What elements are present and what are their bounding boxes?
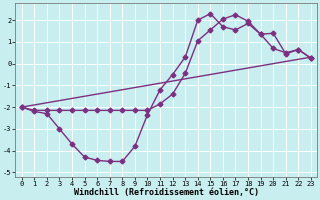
X-axis label: Windchill (Refroidissement éolien,°C): Windchill (Refroidissement éolien,°C) <box>74 188 259 197</box>
